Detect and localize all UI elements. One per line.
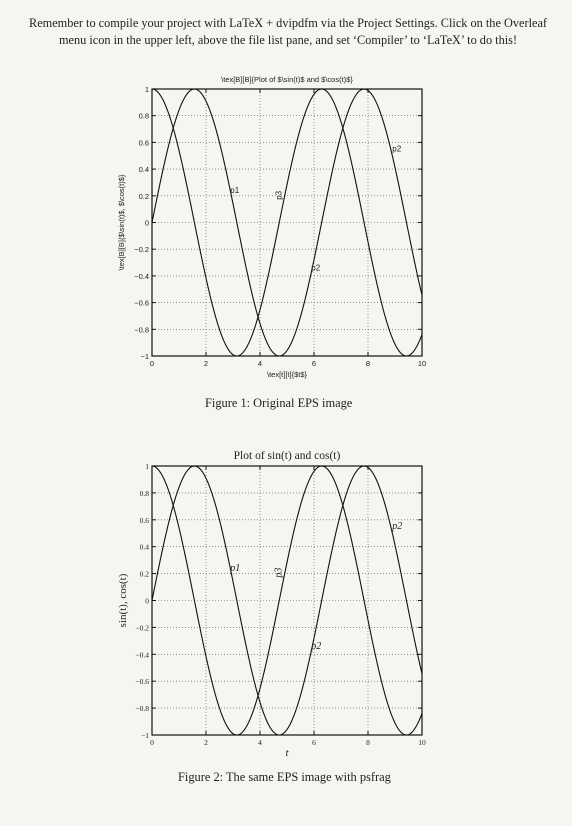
y-tick-label: −0.2	[134, 245, 149, 254]
annotation-p3: p3	[275, 190, 284, 199]
figure2-plot: 0 2 4 6 8 10 −1 −0.8 −0.6 −0.4 −0.2 0 0.2 0.4 0.6 0.8 1 P…	[117, 450, 426, 759]
annotation-p2: p2	[310, 641, 321, 652]
y-tick-label: 0.4	[140, 543, 150, 552]
y-tick-label: 0.2	[140, 570, 150, 579]
y-tick-label: −0.8	[134, 325, 149, 334]
x-tick-label: 8	[366, 359, 370, 368]
x-tick-label: 2	[204, 738, 208, 747]
annotation-p1: p1	[230, 186, 239, 195]
y-tick-label: −1	[141, 731, 149, 740]
series-line-sin	[151, 465, 423, 736]
y-tick-label: 0.6	[139, 138, 149, 147]
latex-logo: LaTeX	[229, 16, 264, 30]
y-tick-label: 0.4	[139, 165, 149, 174]
x-tick-label: 0	[150, 738, 154, 747]
y-tick-label: −0.4	[134, 272, 149, 281]
compile-instructions: Remember to compile your project with La…	[28, 15, 548, 49]
figure1-plot: 0 2 4 6 8 10 −1 −0.8 −0.6 −0.4 −0.2 0 0.2 0.4 0.6 0.8 1 \…	[117, 75, 426, 379]
y-tick-label: −0.6	[135, 677, 149, 686]
chart-title: \tex[B][B]{Plot of $\sin(t)$ and $\cos(t…	[221, 75, 353, 84]
y-tick-label: 1	[145, 85, 149, 94]
series-line-cos	[151, 465, 423, 736]
y-tick-label: −0.2	[135, 623, 149, 632]
x-tick-label: 4	[258, 738, 262, 747]
annotation-p3: p3	[274, 568, 285, 579]
y-axis-label: sin(t), cos(t)	[117, 573, 129, 627]
x-tick-label: 4	[258, 359, 262, 368]
y-tick-label: 1	[145, 462, 149, 471]
y-axis-label: \tex[B][B]{$\sin(t)$, $\cos(t)$}	[117, 174, 126, 270]
x-tick-label: 6	[312, 359, 316, 368]
figure2-caption: Figure 2: The same EPS image with psfrag	[178, 770, 391, 784]
series-line-sin	[151, 88, 423, 357]
annotation-p1: p1	[229, 563, 240, 574]
x-tick-label: 6	[312, 738, 316, 747]
x-tick-label: 10	[418, 359, 426, 368]
series-line-cos	[151, 88, 423, 357]
y-tick-label: 0	[145, 597, 149, 606]
x-tick-label: 8	[366, 738, 370, 747]
y-tick-label: −0.4	[135, 650, 149, 659]
x-tick-label: 2	[204, 359, 208, 368]
x-tick-label: 10	[418, 738, 426, 747]
y-tick-label: −0.6	[134, 299, 149, 308]
x-tick-label: 0	[150, 359, 154, 368]
y-tick-label: 0.8	[139, 112, 149, 121]
annotation-p2: p2	[311, 264, 320, 273]
note-suffix: + dvipdfm via the Project Settings. Clic…	[58, 16, 547, 47]
y-tick-label: 0	[145, 219, 149, 228]
figure1-caption: Figure 1: Original EPS image	[205, 396, 353, 410]
x-axis-label: t	[285, 747, 289, 759]
annotation-p2: p2	[391, 521, 402, 532]
x-axis-label: \tex[t][t]{$t$}	[267, 370, 308, 379]
chart-title: Plot of sin(t) and cos(t)	[234, 450, 341, 462]
y-tick-label: 0.2	[139, 192, 149, 201]
y-tick-label: −0.8	[135, 704, 149, 713]
y-tick-label: −1	[140, 352, 149, 361]
note-prefix: Remember to compile your project with	[29, 16, 230, 30]
y-tick-label: 0.6	[140, 516, 150, 525]
annotation-p2: p2	[392, 145, 401, 154]
y-tick-label: 0.8	[140, 489, 150, 498]
